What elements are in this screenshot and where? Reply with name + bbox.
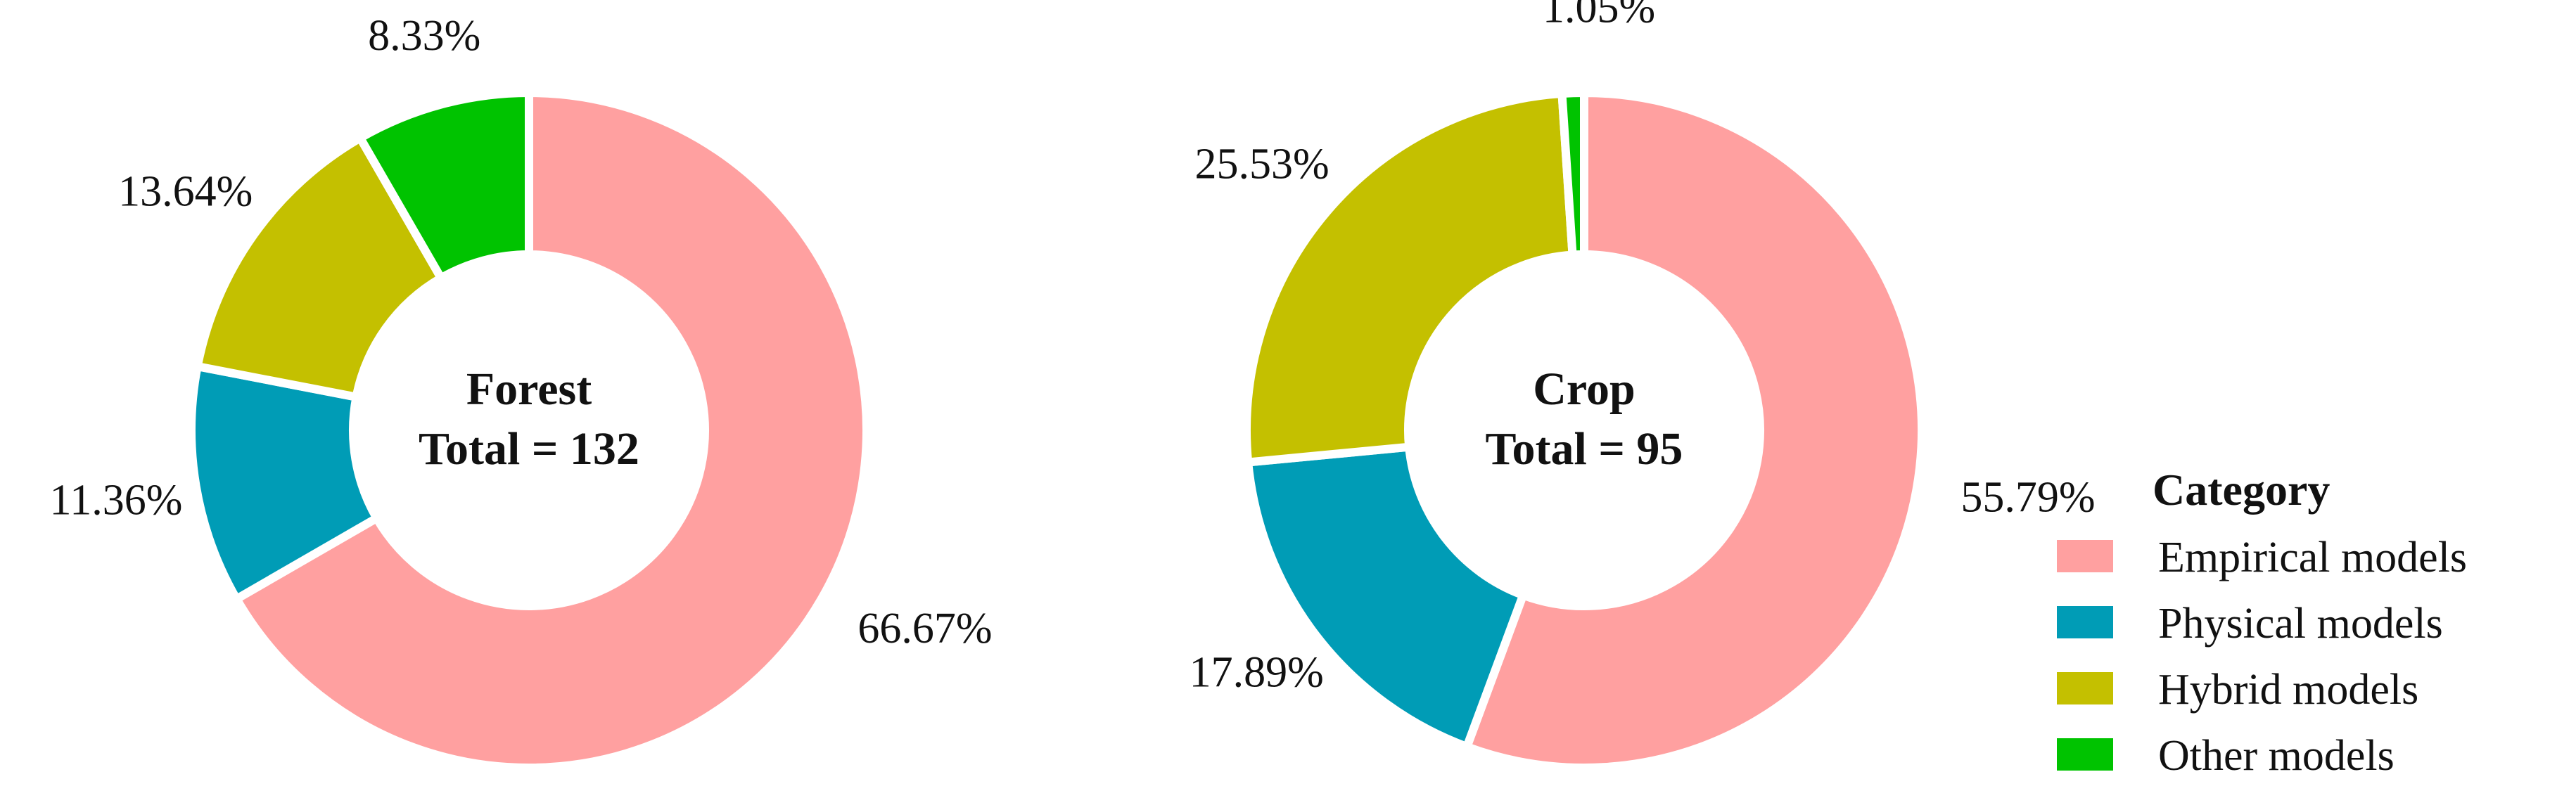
legend-label-empirical: Empirical models [2158, 534, 2467, 581]
legend-swatch-other [2057, 738, 2113, 771]
forest-label-empirical: 66.67% [857, 605, 992, 652]
crop-slice-other [1557, 88, 1588, 259]
legend-swatch-hybrid [2057, 672, 2113, 704]
legend-label-hybrid: Hybrid models [2158, 666, 2418, 714]
forest-label-hybrid: 13.64% [118, 168, 253, 216]
legend-swatch-empirical [2057, 540, 2113, 572]
legend-title: Category [2153, 465, 2330, 515]
forest-donut-chart: 66.67% 11.36% 13.64% 8.33% [50, 12, 993, 772]
forest-slice-hybrid [192, 132, 447, 402]
forest-slice-empirical [231, 88, 871, 772]
crop-center-title: Crop [1533, 363, 1635, 415]
crop-donut-chart: 55.79% 17.89% 25.53% 1.05% [1190, 0, 2096, 772]
legend-label-other: Other models [2158, 732, 2395, 780]
forest-center-title: Forest [466, 363, 592, 415]
crop-label-other: 1.05% [1543, 0, 1655, 32]
legend: Category Empirical models Physical model… [2057, 465, 2467, 780]
crop-label-empirical: 55.79% [1960, 474, 2095, 522]
forest-label-physical: 11.36% [50, 477, 183, 525]
legend-swatch-physical [2057, 606, 2113, 638]
crop-center-subtitle: Total = 95 [1486, 423, 1683, 475]
legend-label-physical: Physical models [2158, 600, 2443, 648]
forest-slice-physical [187, 361, 383, 605]
crop-label-physical: 17.89% [1190, 649, 1324, 697]
crop-slice-physical [1243, 442, 1529, 752]
crop-slice-empirical [1461, 88, 1926, 772]
crop-slice-hybrid [1242, 89, 1577, 468]
forest-label-other: 8.33% [368, 12, 480, 60]
forest-center-subtitle: Total = 132 [419, 423, 639, 475]
forest-slice-other [354, 88, 533, 284]
crop-label-hybrid: 25.53% [1195, 141, 1330, 188]
